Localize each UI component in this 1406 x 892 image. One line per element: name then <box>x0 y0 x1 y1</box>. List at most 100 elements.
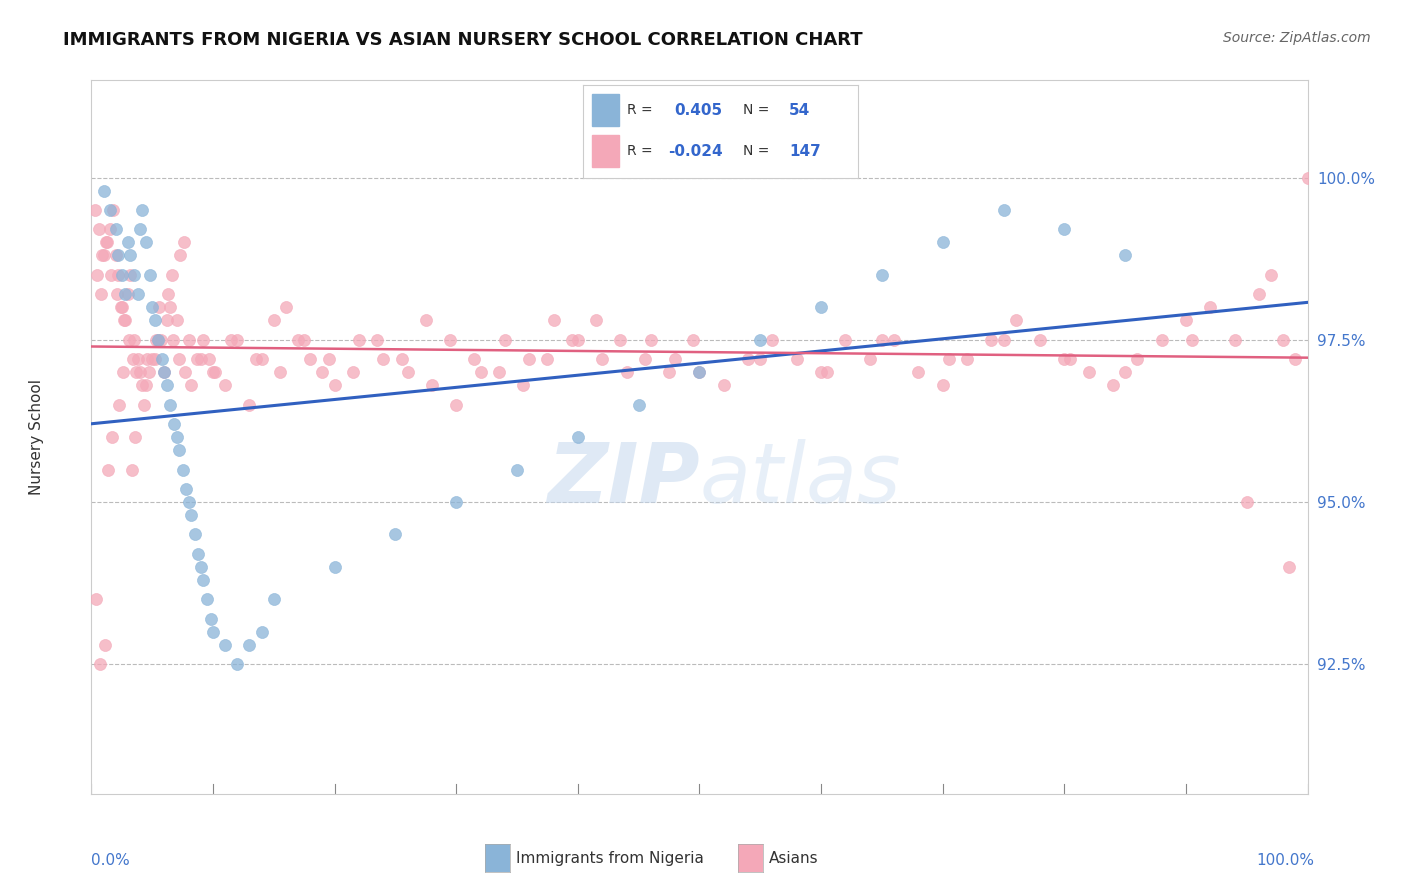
Point <box>141 352 163 367</box>
Point <box>1004 313 1026 327</box>
Point <box>193 333 215 347</box>
Point <box>180 508 202 522</box>
Text: 0.405: 0.405 <box>673 103 723 118</box>
Point <box>84 202 107 217</box>
Text: IMMIGRANTS FROM NIGERIA VS ASIAN NURSERY SCHOOL CORRELATION CHART: IMMIGRANTS FROM NIGERIA VS ASIAN NURSERY… <box>63 31 863 49</box>
Point <box>834 333 856 347</box>
Point <box>810 301 832 315</box>
Text: N =: N = <box>742 145 773 158</box>
Text: Nursery School: Nursery School <box>30 379 44 495</box>
Point <box>202 624 225 639</box>
Point <box>956 352 979 367</box>
Point <box>131 378 153 392</box>
Point <box>141 301 163 315</box>
Point <box>658 365 681 379</box>
Point <box>567 430 589 444</box>
Point <box>993 202 1015 217</box>
Bar <box>592 136 619 167</box>
Point <box>156 378 179 392</box>
Point <box>148 333 170 347</box>
Point <box>174 365 197 379</box>
Point <box>1150 333 1173 347</box>
Point <box>190 352 212 367</box>
Point <box>148 333 170 347</box>
Point <box>318 352 340 367</box>
Text: 147: 147 <box>789 144 821 159</box>
Point <box>135 378 157 392</box>
Point <box>323 559 346 574</box>
Point <box>114 313 136 327</box>
Point <box>169 248 191 262</box>
Point <box>250 624 273 639</box>
Point <box>470 365 492 379</box>
Point <box>204 365 226 379</box>
Point <box>145 333 167 347</box>
Point <box>870 268 893 282</box>
Point <box>167 443 190 458</box>
Point <box>567 333 589 347</box>
Point <box>91 248 114 262</box>
Point <box>664 352 686 367</box>
Text: R =: R = <box>627 145 658 158</box>
Point <box>111 301 134 315</box>
Point <box>93 184 115 198</box>
Point <box>174 482 197 496</box>
Point <box>749 352 772 367</box>
Point <box>859 352 882 367</box>
Point <box>111 268 134 282</box>
Point <box>153 365 176 379</box>
Point <box>1272 333 1295 347</box>
Point <box>347 333 370 347</box>
Point <box>127 287 149 301</box>
Text: Asians: Asians <box>769 851 818 865</box>
Point <box>761 333 783 347</box>
Point <box>536 352 558 367</box>
Point <box>93 248 115 262</box>
Point <box>94 235 117 250</box>
Point <box>214 638 236 652</box>
Point <box>184 527 207 541</box>
Point <box>120 248 142 262</box>
Point <box>136 352 159 367</box>
Point <box>1126 352 1149 367</box>
Bar <box>592 95 619 126</box>
Point <box>104 222 127 236</box>
Point <box>156 313 179 327</box>
Point <box>1102 378 1125 392</box>
Point <box>682 333 704 347</box>
Point <box>1296 170 1319 185</box>
Point <box>749 333 772 347</box>
Point <box>810 365 832 379</box>
Point <box>1114 248 1136 262</box>
Point <box>143 313 166 327</box>
Point <box>634 352 657 367</box>
Point <box>150 352 173 367</box>
Point <box>1181 333 1204 347</box>
Point <box>121 352 143 367</box>
Point <box>100 268 122 282</box>
Point <box>561 333 583 347</box>
Point <box>101 430 124 444</box>
Point <box>177 333 200 347</box>
Point <box>1247 287 1270 301</box>
Point <box>287 333 309 347</box>
Point <box>980 333 1002 347</box>
Point <box>883 333 905 347</box>
Point <box>931 378 953 392</box>
Point <box>173 235 195 250</box>
Point <box>786 352 808 367</box>
Point <box>112 313 135 327</box>
Point <box>907 365 929 379</box>
Point <box>373 352 395 367</box>
Point <box>366 333 388 347</box>
Point <box>200 612 222 626</box>
Point <box>186 352 208 367</box>
Point <box>190 559 212 574</box>
Point <box>299 352 322 367</box>
Point <box>117 235 139 250</box>
Point <box>938 352 960 367</box>
Point <box>1059 352 1081 367</box>
Point <box>292 333 315 347</box>
Text: 54: 54 <box>789 103 810 118</box>
Point <box>640 333 662 347</box>
